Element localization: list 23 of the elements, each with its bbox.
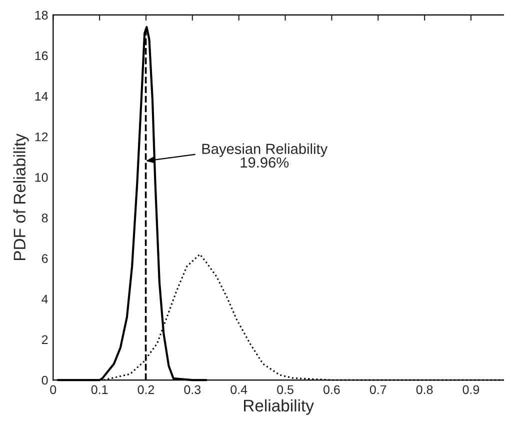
x-tick-label: 0.8 [416,385,433,394]
x-tick-label: 0.4 [230,385,248,394]
x-tick-label: 0.5 [277,385,294,394]
x-tick-label: 0.1 [91,385,108,394]
y-tick-label: 12 [35,132,48,142]
y-tick-label: 14 [35,92,48,101]
y-tick-label: 10 [35,173,48,182]
y-tick-label: 16 [35,51,48,60]
y-tick-label: 0 [42,376,48,385]
annotation: Bayesian Reliability 19.96% [202,143,328,168]
x-tick-label: 0.7 [370,385,386,394]
x-tick-label: 0.3 [184,385,201,394]
y-axis-title: PDF of Reliability [13,134,29,260]
y-tick-label: 18 [35,10,48,20]
y-tick-label: 2 [42,335,48,344]
y-tick-label: 4 [42,294,48,304]
x-tick-label: 0 [50,385,56,394]
x-tick-label: 0.6 [323,385,340,394]
x-tick-label: 0.2 [138,385,154,394]
y-tick-label: 6 [42,254,48,263]
y-tick-label: 8 [42,214,48,222]
x-axis-title: Reliability [244,399,314,415]
x-tick-label: 0.9 [462,385,480,394]
